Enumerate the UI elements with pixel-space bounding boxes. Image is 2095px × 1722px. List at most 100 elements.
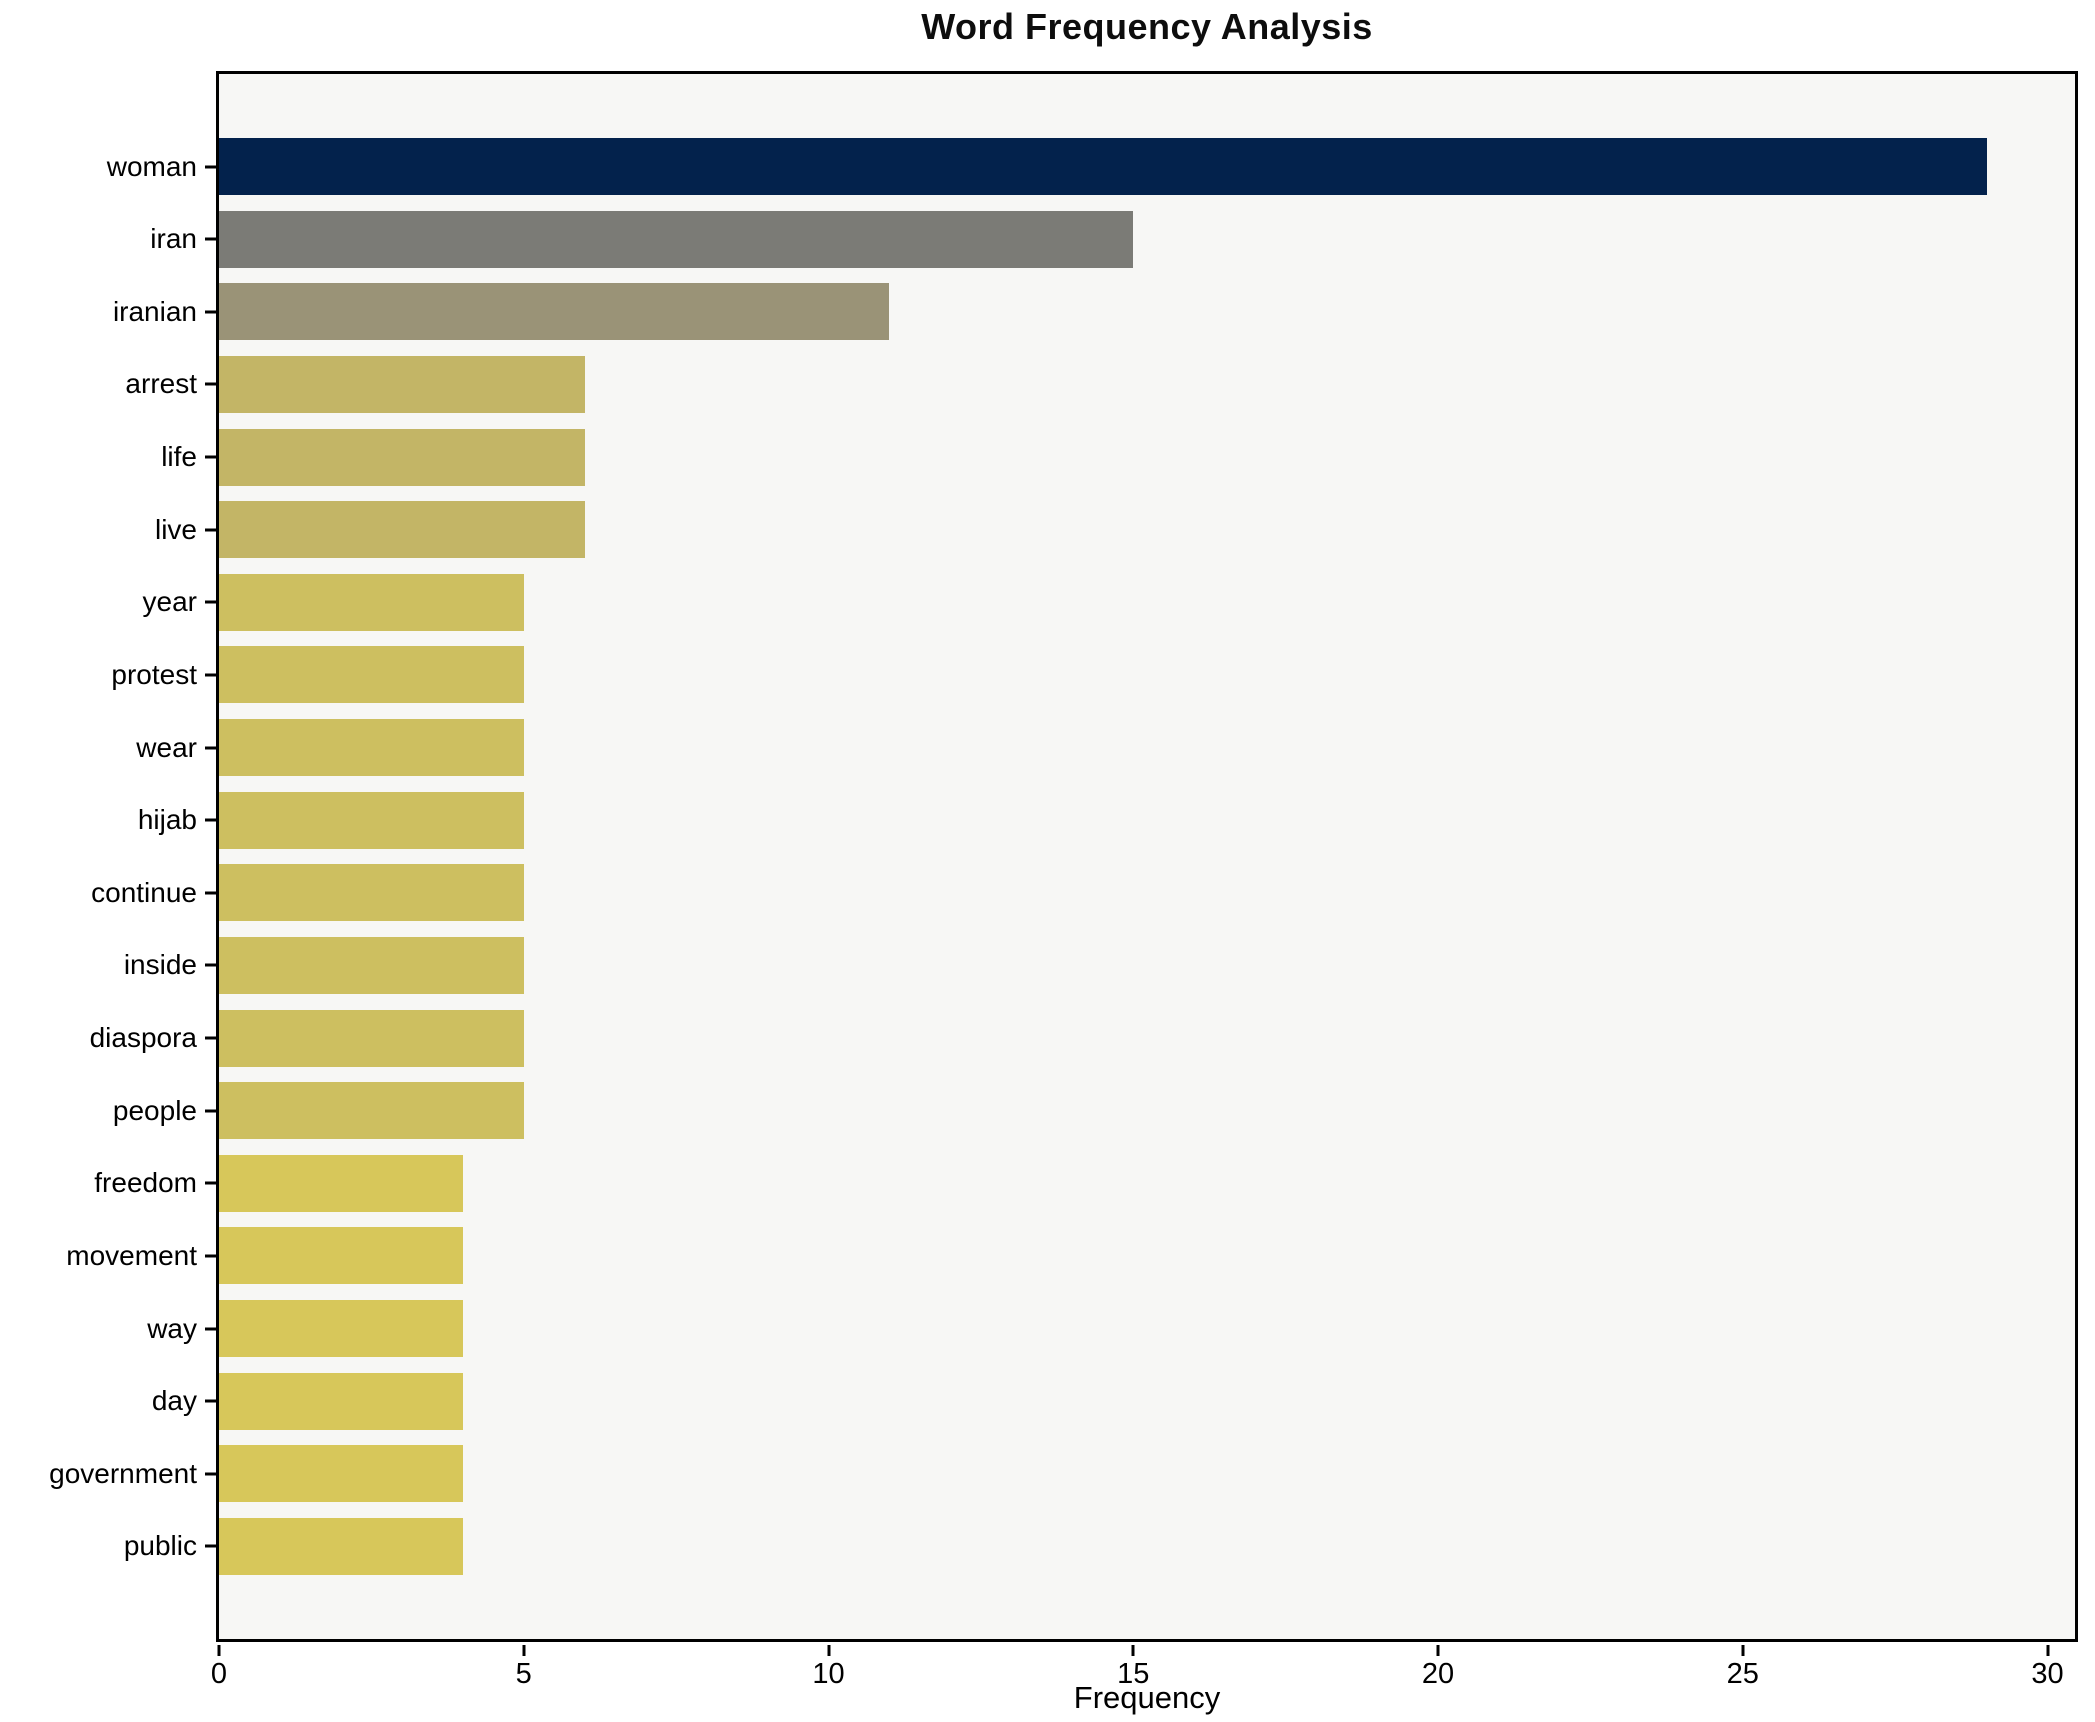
- bar-row: hijab: [138, 791, 2075, 849]
- bar: [219, 864, 524, 922]
- bar-row: wear: [136, 719, 2075, 776]
- y-tick-mark: [205, 237, 216, 241]
- bar-row: day: [152, 1372, 2075, 1430]
- y-tick-mark: [205, 1109, 216, 1113]
- y-tick-label: life: [161, 441, 197, 472]
- x-tick-label: 0: [210, 1658, 228, 1690]
- bar-row: freedom: [94, 1154, 2075, 1212]
- bar: [219, 1082, 524, 1140]
- x-tick-mark: [1131, 1645, 1135, 1656]
- plot-area: woman iran iranian arrest life live year protes…: [49, 71, 2078, 1642]
- bars-container: woman iran iranian arrest life live year protes…: [49, 74, 2075, 1639]
- x-tick-label: 25: [1726, 1658, 1759, 1690]
- bar-row: protest: [111, 646, 2075, 704]
- bar-row: movement: [66, 1227, 2075, 1285]
- bar-row: inside: [124, 936, 2075, 994]
- y-tick-label: live: [154, 513, 197, 545]
- y-tick-label: diaspora: [89, 1022, 197, 1053]
- y-tick-mark: [205, 1327, 216, 1330]
- y-tick-mark: [205, 963, 216, 967]
- y-tick-mark: [205, 310, 216, 314]
- x-tick-mark: [1436, 1645, 1440, 1656]
- x-tick-label: 5: [515, 1658, 532, 1690]
- y-tick-label: year: [142, 586, 197, 618]
- x-tick-mark: [2046, 1645, 2050, 1656]
- x-tick-label: 20: [1421, 1658, 1455, 1690]
- bar: [219, 1300, 463, 1357]
- y-tick-label: way: [147, 1312, 197, 1344]
- bar-row: way: [147, 1300, 2075, 1357]
- bar: [219, 1372, 463, 1430]
- x-tick-mark: [217, 1645, 221, 1656]
- bar-row: diaspora: [90, 1009, 2075, 1067]
- y-tick-mark: [205, 1399, 216, 1403]
- x-tick-label: 30: [2031, 1658, 2064, 1690]
- bar: [219, 428, 585, 486]
- x-axis-ticks: 0 5 10 15 20 25 30: [211, 1642, 2075, 1702]
- y-tick-label: hijab: [137, 804, 197, 836]
- y-tick-label: wear: [136, 731, 197, 763]
- y-tick-mark: [205, 1181, 216, 1185]
- y-tick-mark: [205, 382, 216, 386]
- chart-title: Word Frequency Analysis: [921, 6, 1373, 47]
- y-tick-mark: [205, 746, 216, 749]
- bar-row: people: [113, 1082, 2075, 1140]
- y-tick-mark: [205, 455, 216, 459]
- bar: [219, 936, 524, 994]
- bar: [219, 646, 524, 704]
- y-tick-label: protest: [111, 658, 197, 690]
- bar: [219, 1445, 463, 1503]
- bar-row: public: [124, 1517, 2075, 1575]
- bar-row: life: [161, 428, 2075, 486]
- y-tick-mark: [205, 891, 216, 895]
- bar: [219, 1227, 463, 1285]
- y-tick-mark: [205, 673, 216, 677]
- y-tick-label: continue: [91, 876, 197, 908]
- y-tick-label: movement: [66, 1239, 197, 1271]
- x-axis-label: Frequency: [1073, 1680, 1221, 1715]
- bar-row: iran: [150, 210, 2075, 268]
- bar-row: continue: [91, 864, 2075, 922]
- x-tick-mark: [1741, 1645, 1745, 1656]
- y-tick-mark: [205, 1472, 216, 1476]
- bar: [219, 355, 585, 413]
- x-tick-label: 15: [1117, 1658, 1150, 1690]
- x-tick-mark: [827, 1645, 831, 1656]
- bar-row: iranian: [113, 283, 2075, 341]
- bar-row: arrest: [125, 355, 2075, 413]
- y-tick-label: iran: [150, 223, 197, 255]
- bar: [219, 791, 524, 849]
- bar-row: woman: [107, 138, 2075, 195]
- bar: [219, 138, 1987, 195]
- y-tick-label: freedom: [94, 1167, 197, 1199]
- bar-row: year: [143, 573, 2075, 631]
- y-tick-label: government: [49, 1457, 197, 1489]
- y-tick-label: inside: [123, 949, 197, 981]
- y-tick-label: woman: [106, 150, 197, 182]
- bar: [219, 210, 1134, 268]
- bar: [219, 501, 585, 559]
- y-tick-mark: [205, 1254, 216, 1258]
- bar: [219, 1009, 524, 1067]
- bar-row: live: [155, 501, 2075, 559]
- y-tick-label: arrest: [125, 368, 197, 400]
- y-tick-label: day: [151, 1385, 197, 1417]
- x-tick-label: 10: [812, 1658, 845, 1690]
- x-tick-mark: [522, 1645, 526, 1656]
- bar: [219, 719, 524, 776]
- bar: [219, 1154, 463, 1212]
- y-tick-mark: [205, 600, 216, 604]
- y-tick-label: people: [112, 1094, 197, 1126]
- bar: [219, 283, 890, 341]
- y-tick-mark: [205, 528, 216, 532]
- y-tick-label: iranian: [112, 295, 197, 327]
- y-tick-mark: [205, 1544, 216, 1548]
- bar-row: government: [49, 1445, 2075, 1503]
- y-tick-label: public: [123, 1530, 197, 1562]
- y-tick-mark: [205, 1036, 216, 1040]
- bar: [219, 1517, 463, 1575]
- y-tick-mark: [205, 818, 216, 822]
- y-tick-mark: [205, 165, 216, 168]
- bar: [219, 573, 524, 631]
